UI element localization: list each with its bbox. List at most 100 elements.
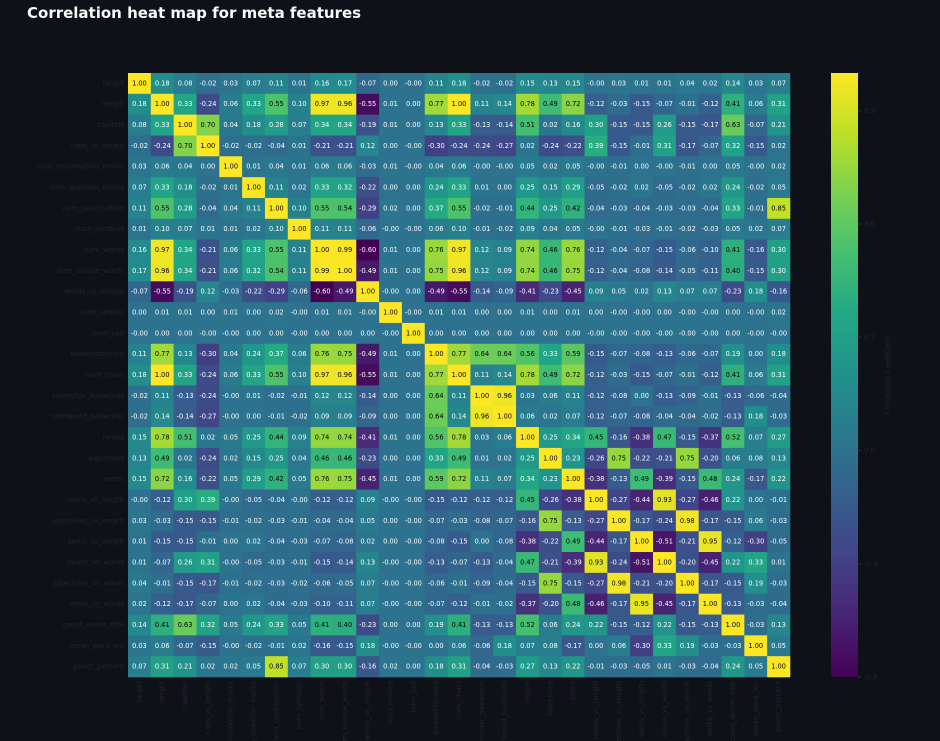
cell-label: 0.45	[520, 496, 535, 504]
cell-label: 0.11	[338, 225, 353, 233]
cell-label: 0.00	[543, 309, 558, 317]
heat-cell	[196, 427, 220, 449]
cell-label: 0.42	[269, 475, 284, 483]
cell-label: -0.01	[610, 163, 627, 171]
cell-label: 0.01	[246, 392, 261, 400]
cell-label: -0.13	[724, 600, 741, 608]
heat-cell	[173, 135, 197, 157]
cell-label: 0.78	[155, 433, 170, 441]
heat-cell	[401, 302, 426, 324]
cell-label: 0.25	[543, 204, 558, 212]
cell-label: 0.02	[543, 121, 558, 129]
heat-cell	[721, 447, 745, 470]
cell-label: 0.25	[543, 433, 558, 441]
cell-label: 0.76	[315, 350, 330, 358]
heat-cell	[538, 447, 563, 470]
cell-label: -0.02	[245, 579, 262, 587]
cell-label: -0.21	[199, 246, 216, 254]
heat-cell	[173, 468, 197, 490]
heat-cell	[401, 197, 426, 220]
cell-label: -0.00	[382, 496, 399, 504]
cell-label: 1.00	[132, 79, 147, 87]
heat-cell	[128, 510, 152, 532]
cell-label: 0.85	[771, 204, 786, 212]
column-label: adjectives_vs_words	[683, 681, 691, 741]
heat-cell	[653, 385, 677, 407]
cell-label: 1.00	[566, 475, 581, 483]
heat-cell	[356, 197, 380, 220]
heat-cell	[287, 135, 311, 157]
cell-label: 0.04	[223, 350, 238, 358]
heat-cell	[401, 281, 426, 303]
cell-label: 0.24	[246, 350, 261, 358]
heat-cell	[493, 406, 517, 428]
cell-label: -0.06	[473, 642, 490, 650]
cell-label: 0.00	[726, 329, 741, 337]
heat-cell	[516, 427, 540, 449]
cell-label: 0.72	[566, 100, 581, 108]
heat-cell	[721, 93, 745, 115]
cell-label: -0.00	[405, 79, 422, 87]
heat-cell	[653, 468, 677, 490]
heat-cell	[287, 281, 311, 303]
cell-label: 0.02	[634, 184, 649, 192]
heat-cell	[653, 218, 677, 240]
cell-label: 0.39	[589, 142, 604, 150]
cell-label: 0.02	[543, 163, 558, 171]
cell-label: -0.00	[679, 309, 696, 317]
cell-label: -0.46	[702, 496, 719, 504]
cell-label: -0.17	[702, 121, 719, 129]
column-label: caps_vs_length	[204, 681, 212, 734]
heat-cell	[447, 93, 471, 115]
cell-label: -0.02	[199, 184, 216, 192]
row-label: nouns_vs_words	[67, 558, 124, 566]
heat-cell	[219, 364, 243, 386]
cell-label: -0.15	[199, 517, 216, 525]
row-label: words_vs_unique	[64, 288, 124, 296]
cell-label: -0.04	[336, 517, 353, 525]
cell-label: 0.00	[497, 184, 512, 192]
heat-cell	[287, 93, 311, 115]
row-label: num_question_marks	[49, 184, 124, 192]
cell-label: -0.14	[336, 558, 353, 566]
heat-cell	[310, 73, 334, 95]
cell-label: 0.15	[543, 184, 558, 192]
cell-label: 0.10	[292, 204, 307, 212]
heat-cell	[538, 114, 563, 136]
cell-label: 0.55	[269, 371, 284, 379]
heat-cell	[744, 239, 768, 261]
cell-label: 0.99	[315, 267, 330, 275]
heat-cell	[698, 593, 722, 615]
cell-label: 0.96	[338, 371, 353, 379]
heat-cell	[584, 73, 608, 95]
heat-cell	[653, 635, 677, 657]
cell-label: 0.74	[315, 433, 330, 441]
heat-cell	[675, 93, 699, 115]
cell-label: -0.24	[450, 142, 467, 150]
cell-label: -0.00	[199, 329, 216, 337]
cell-label: 0.13	[360, 558, 375, 566]
heat-cell	[630, 427, 654, 449]
colorbar-tick-label: -0.6	[864, 673, 878, 681]
cell-label: 0.02	[223, 663, 238, 671]
heat-cell	[721, 510, 745, 532]
heat-cell	[196, 218, 220, 240]
heat-cell	[242, 197, 266, 220]
heat-cell	[424, 572, 448, 594]
cell-label: -0.07	[177, 642, 194, 650]
row-label: num_punctuation	[63, 204, 124, 212]
cell-label: -0.29	[268, 288, 285, 296]
cell-label: 0.01	[223, 184, 238, 192]
cell-label: 0.04	[429, 163, 444, 171]
heat-cell	[675, 322, 699, 345]
cell-label: 0.07	[680, 288, 695, 296]
heat-cell	[424, 593, 448, 615]
cell-label: 0.22	[771, 475, 786, 483]
cell-label: 0.07	[360, 579, 375, 587]
cell-label: -0.07	[131, 288, 148, 296]
cell-label: -0.01	[268, 642, 285, 650]
heat-cell	[173, 239, 197, 261]
cell-label: -0.04	[656, 413, 673, 421]
heat-cell	[287, 635, 311, 657]
cell-label: 0.00	[452, 329, 467, 337]
